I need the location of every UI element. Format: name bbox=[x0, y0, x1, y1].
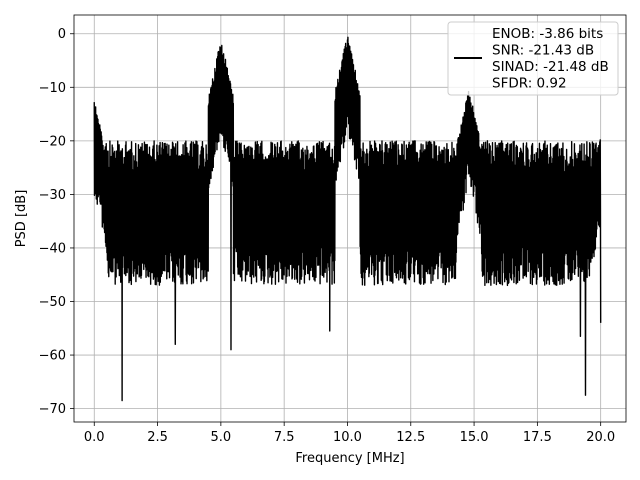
y-tick-label: −30 bbox=[39, 188, 66, 203]
legend-box bbox=[447, 21, 619, 96]
y-tick-label: −70 bbox=[39, 402, 66, 417]
legend-entry-snr: SNR: -21.43 dB bbox=[492, 43, 594, 59]
legend-entry-sfdr: SFDR: 0.92 bbox=[492, 76, 567, 92]
legend-entry-enob: ENOB: -3.86 bits bbox=[492, 26, 603, 42]
plot-area bbox=[93, 36, 602, 402]
legend: ENOB: -3.86 bits SNR: -21.43 dB SINAD: -… bbox=[447, 21, 619, 96]
x-tick-label: 2.5 bbox=[147, 430, 168, 445]
y-tick-label: −20 bbox=[39, 134, 66, 149]
axes-frame bbox=[73, 14, 627, 423]
y-tick-label: −60 bbox=[39, 349, 66, 364]
psd-series-line bbox=[93, 36, 602, 402]
y-tick-label: −50 bbox=[39, 295, 66, 310]
x-tick-label: 5.0 bbox=[211, 430, 232, 445]
legend-entry-sinad: SINAD: -21.48 dB bbox=[492, 59, 609, 75]
y-tick-label: −40 bbox=[39, 241, 66, 256]
x-tick-label: 0.0 bbox=[84, 430, 105, 445]
x-tick-label: 20.0 bbox=[586, 430, 615, 445]
x-tick-label: 15.0 bbox=[460, 430, 489, 445]
y-axis-label: PSD [dB] bbox=[14, 190, 29, 248]
x-axis-label: Frequency [MHz] bbox=[295, 451, 404, 466]
x-tick-label: 12.5 bbox=[396, 430, 425, 445]
ticks: 0.0 2.5 5.0 7.5 10.0 12.5 15.0 17.5 20.0 0 −10 −20 −… bbox=[39, 27, 616, 445]
y-tick-label: 0 bbox=[58, 27, 66, 42]
x-tick-label: 7.5 bbox=[274, 430, 295, 445]
x-tick-label: 10.0 bbox=[333, 430, 362, 445]
x-tick-label: 17.5 bbox=[523, 430, 552, 445]
y-tick-label: −10 bbox=[39, 81, 66, 96]
